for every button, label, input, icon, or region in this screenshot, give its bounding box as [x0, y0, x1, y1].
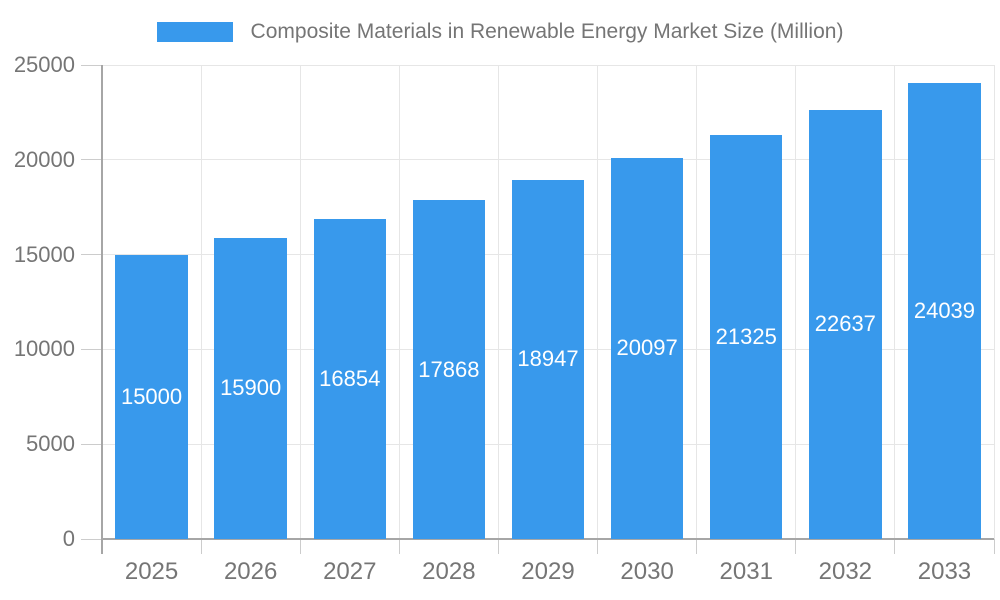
x-axis-label: 2033	[917, 558, 972, 585]
gridline-vertical	[299, 65, 301, 539]
bar-2029	[511, 179, 585, 539]
bar-value-label: 15000	[120, 383, 183, 409]
y-axis-label: 10000	[13, 336, 75, 362]
legend: Composite Materials in Renewable Energy …	[0, 12, 1000, 52]
x-axis-label: 2028	[422, 558, 476, 585]
bar-value-label: 15900	[220, 375, 282, 401]
legend-swatch	[156, 22, 233, 42]
y-axis-label: 0	[62, 526, 75, 551]
bar-value-label: 20097	[616, 335, 678, 361]
y-tick	[81, 538, 102, 540]
bar-2028	[412, 200, 486, 539]
x-axis-label: 2025	[124, 558, 179, 585]
x-axis-label: 2027	[323, 558, 377, 585]
y-tick	[81, 254, 102, 256]
bar-value-label: 17868	[418, 356, 480, 382]
bar-2031	[710, 134, 783, 539]
x-axis-label: 2032	[818, 558, 873, 585]
gridline-vertical	[398, 65, 400, 539]
x-axis-label: 2029	[521, 558, 575, 585]
bar-value-label: 18947	[517, 346, 579, 372]
x-tick	[795, 539, 797, 554]
x-axis-line	[102, 538, 994, 540]
bar-value-label: 21325	[715, 323, 777, 349]
y-tick	[81, 159, 102, 161]
bar-2027	[313, 219, 386, 539]
x-tick	[696, 539, 698, 554]
gridline-vertical	[795, 65, 797, 539]
gridline-horizontal	[102, 64, 994, 66]
gridline-vertical	[597, 65, 599, 539]
gridline-vertical	[200, 65, 202, 539]
y-axis-line	[101, 65, 103, 554]
gridline-vertical	[894, 65, 896, 539]
gridline-horizontal	[102, 159, 994, 161]
bar-value-label: 22637	[814, 311, 876, 337]
gridline-vertical	[497, 65, 499, 539]
bar-2033	[908, 83, 981, 539]
y-tick	[81, 64, 102, 66]
y-axis-label: 15000	[13, 241, 75, 267]
x-axis-label: 2026	[223, 558, 278, 585]
gridline-vertical	[993, 65, 995, 539]
bar-2025	[115, 254, 188, 539]
bar-2026	[214, 237, 287, 539]
x-axis-label: 2031	[719, 558, 773, 585]
y-axis-label: 20000	[13, 146, 75, 172]
x-tick	[993, 539, 995, 554]
bar-2030	[610, 157, 684, 539]
x-axis-label: 2030	[620, 558, 674, 585]
x-tick	[299, 539, 301, 554]
x-tick	[200, 539, 202, 554]
x-tick	[894, 539, 896, 554]
x-tick	[497, 539, 499, 554]
bar-value-label: 16854	[319, 366, 381, 392]
gridline-vertical	[696, 65, 698, 539]
y-axis-label: 25000	[13, 52, 75, 77]
bar-2032	[809, 109, 882, 539]
y-tick	[81, 348, 102, 350]
bar-value-label: 24039	[913, 298, 976, 324]
x-tick	[597, 539, 599, 554]
x-tick	[398, 539, 400, 554]
y-tick	[81, 443, 102, 445]
legend-label: Composite Materials in Renewable Energy …	[250, 20, 844, 43]
y-axis-label: 5000	[26, 431, 75, 457]
